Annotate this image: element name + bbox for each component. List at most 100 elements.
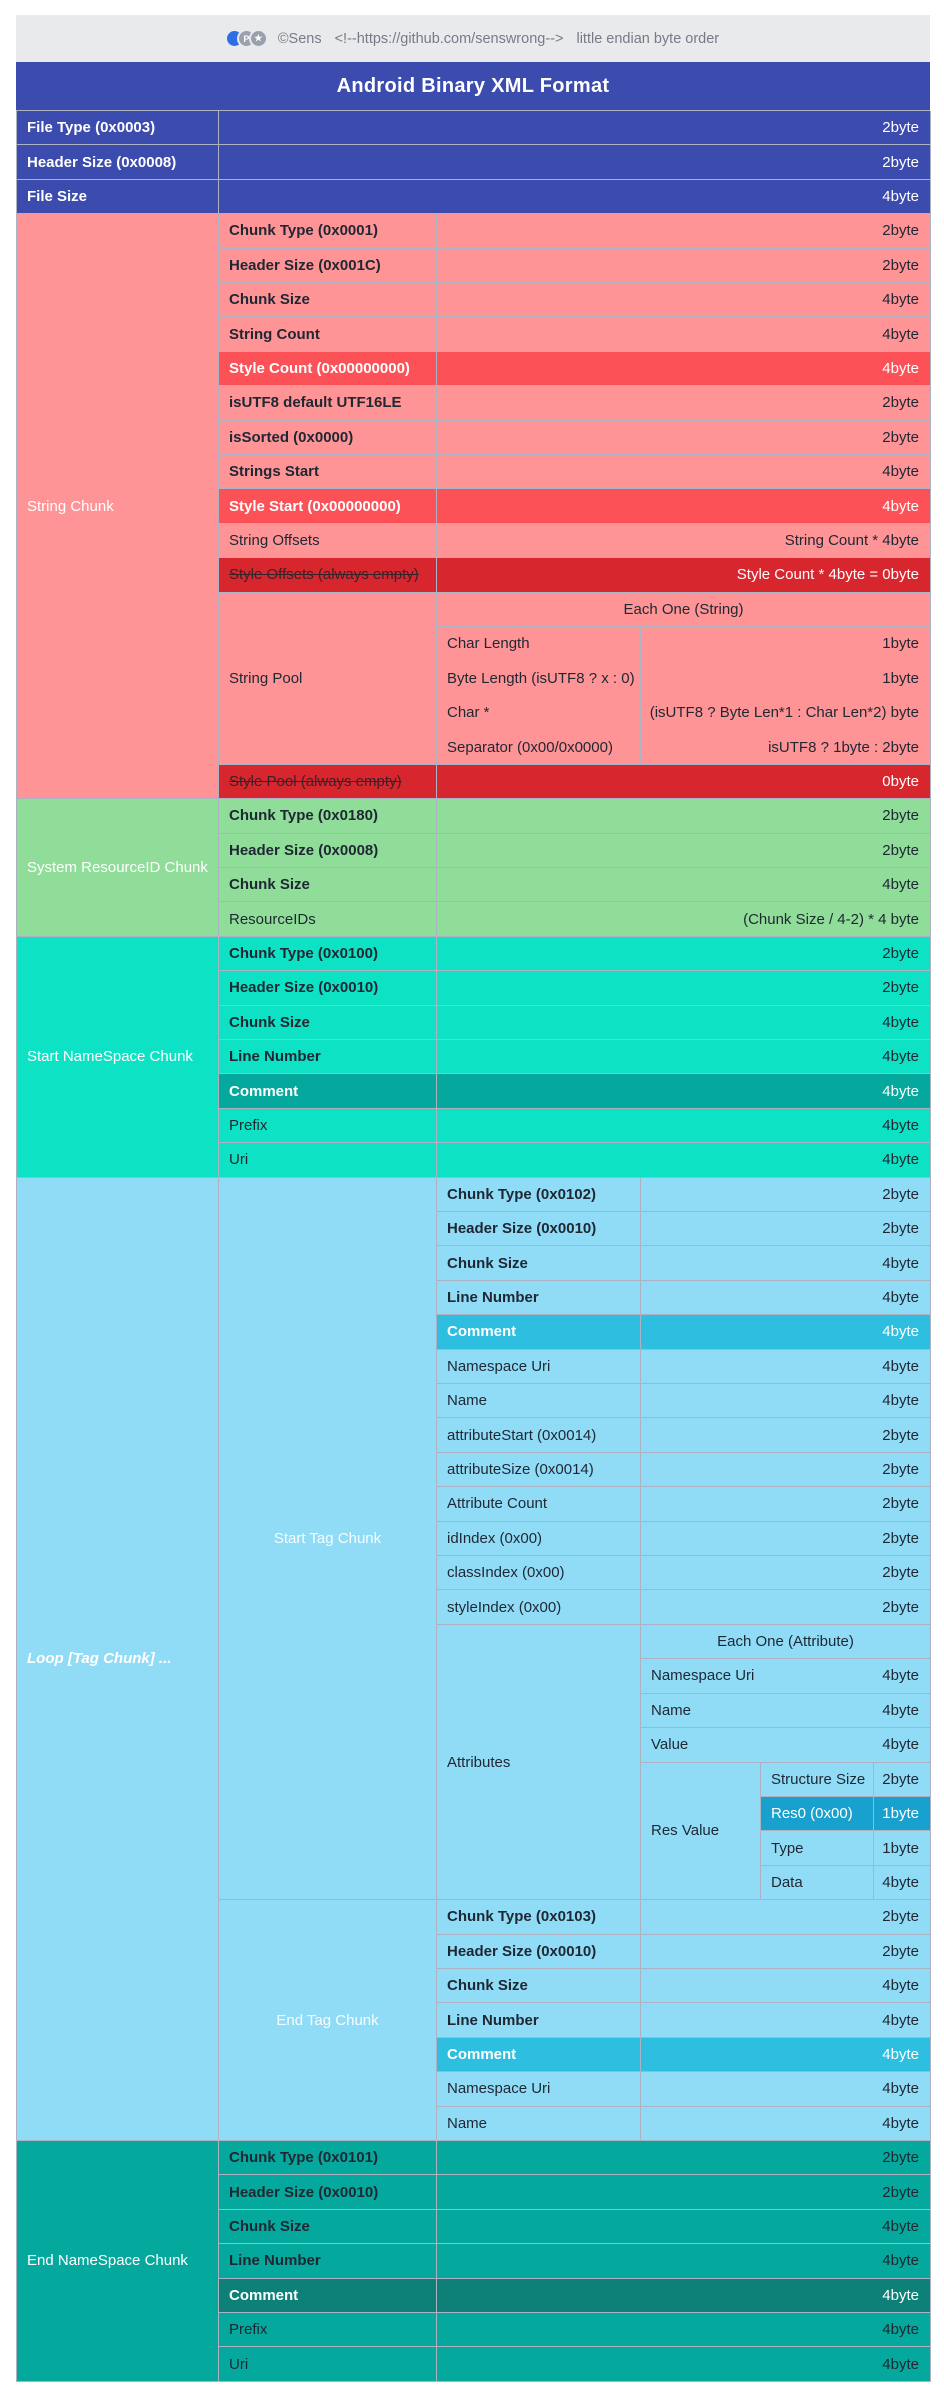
field-size: 4byte	[437, 867, 931, 903]
field-size: 1byte	[641, 627, 931, 662]
field-size: 4byte	[641, 1384, 931, 1419]
field-label: isSorted (0x0000)	[219, 420, 437, 456]
field-size: 2byte	[437, 833, 931, 868]
field-size: 4byte	[437, 2244, 931, 2279]
field-size: 4byte	[437, 1074, 931, 1109]
field-size: 4byte	[437, 455, 931, 490]
field-label: Header Size (0x0010)	[219, 971, 437, 1006]
field-size: 4byte	[641, 1315, 931, 1350]
field-label: Prefix	[219, 1108, 437, 1144]
field-label: Comment	[219, 1074, 437, 1109]
field-label: Separator (0x00/0x0000)	[437, 730, 641, 765]
field-size: Style Count * 4byte = 0byte	[437, 558, 931, 593]
field-size: 2byte	[219, 111, 931, 146]
field-size: 2byte	[437, 214, 931, 249]
field-label: Line Number	[219, 1039, 437, 1075]
field-size: 4byte	[437, 1143, 931, 1178]
field-label: classIndex (0x00)	[437, 1556, 641, 1591]
blue-circle-icon	[226, 31, 242, 46]
field-label: Chunk Size	[437, 1246, 641, 1281]
field-size: 4byte	[219, 179, 931, 215]
field-size: 4byte	[437, 1005, 931, 1040]
field-label: String Offsets	[219, 523, 437, 559]
field-size: 2byte	[641, 1590, 931, 1625]
field-size: 4byte	[641, 2003, 931, 2038]
field-size: 4byte	[437, 2347, 931, 2382]
field-size: 2byte	[641, 1900, 931, 1935]
field-size: 2byte	[641, 1177, 931, 1212]
field-label: Header Size (0x0008)	[219, 833, 437, 868]
copyright-text: ©Sens	[277, 30, 322, 47]
field-label: styleIndex (0x00)	[437, 1590, 641, 1625]
field-label: Header Size (0x0008)	[17, 145, 219, 180]
field-label: Chunk Type (0x0101)	[219, 2140, 437, 2176]
field-label: Chunk Size	[219, 867, 437, 903]
field-size: 4byte	[882, 1667, 919, 1685]
field-label: Comment	[437, 2037, 641, 2073]
field-label: Style Pool (always empty)	[219, 764, 437, 800]
field-label: ResourceIDs	[219, 902, 437, 937]
section-label-string-chunk: String Chunk	[17, 214, 219, 800]
field-size: 2byte	[641, 1418, 931, 1453]
field-label: Header Size (0x0010)	[437, 1212, 641, 1247]
field-label: Uri	[219, 2347, 437, 2382]
page-title: Android Binary XML Format	[336, 74, 610, 97]
field-size: 2byte	[641, 1487, 931, 1522]
field-label: Header Size (0x0010)	[437, 1934, 641, 1969]
field-size: 1byte	[641, 661, 931, 696]
section-label-start-namespace-chunk: Start NameSpace Chunk	[17, 936, 219, 1178]
field-size: 4byte	[641, 2106, 931, 2141]
field-size: 2byte	[437, 2140, 931, 2176]
field-size: 2byte	[641, 1556, 931, 1591]
field-label: isUTF8 default UTF16LE	[219, 386, 437, 421]
field-label: Chunk Size	[219, 2209, 437, 2245]
subchunk-label: Start Tag Chunk	[219, 1177, 437, 1901]
field-label: Strings Start	[219, 455, 437, 490]
field-label: attributeStart (0x0014)	[437, 1418, 641, 1453]
field-size: 4byte	[641, 2037, 931, 2073]
field-label: Chunk Type (0x0100)	[219, 936, 437, 972]
field-label: String Count	[219, 317, 437, 352]
field-size: 4byte	[874, 1865, 931, 1901]
field-label: Line Number	[219, 2244, 437, 2279]
field-label: Comment	[437, 1315, 641, 1350]
field-label: Style Count (0x00000000)	[219, 351, 437, 387]
field-label: Namespace Uri	[437, 1349, 641, 1385]
field-size: 2byte	[437, 799, 931, 834]
field-size: 2byte	[641, 1212, 931, 1247]
field-label: Value	[651, 1736, 689, 1754]
field-label: Prefix	[219, 2313, 437, 2348]
field-label: Chunk Type (0x0001)	[219, 214, 437, 249]
field-size: 4byte	[437, 2209, 931, 2245]
field-size: 1byte	[874, 1796, 931, 1832]
format-table: File Type (0x0003) 2byte Header Size (0x00…	[16, 110, 931, 2382]
group-header: Each One (Attribute)	[641, 1624, 931, 1660]
field-size: 1byte	[874, 1831, 931, 1866]
field-label: Name	[437, 1384, 641, 1419]
field-size: 4byte	[437, 283, 931, 318]
group-label: Res Value	[641, 1762, 761, 1901]
field-size: 4byte	[641, 1246, 931, 1281]
field-label: Chunk Type (0x0102)	[437, 1177, 641, 1212]
field-size: isUTF8 ? 1byte : 2byte	[641, 730, 931, 765]
field-size: 2byte	[437, 971, 931, 1006]
field-label: Namespace Uri	[651, 1667, 755, 1685]
meta-bar: P ★ ©Sens <!--https://github.com/senswro…	[16, 15, 930, 62]
field-label: Uri	[219, 1143, 437, 1178]
logo-icons: P ★	[226, 31, 266, 46]
group-label: String Pool	[219, 592, 437, 765]
field-size: 2byte	[874, 1762, 931, 1797]
field-label: Line Number	[437, 2003, 641, 2038]
field-size: 4byte	[437, 1039, 931, 1075]
source-comment: <!--https://github.com/senswrong-->	[334, 30, 564, 47]
field-size: 2byte	[641, 1934, 931, 1969]
field-label: Chunk Size	[219, 283, 437, 318]
field-label: Chunk Type (0x0180)	[219, 799, 437, 834]
star-badge-icon: ★	[250, 31, 266, 46]
field-label: Style Offsets (always empty)	[219, 558, 437, 593]
byte-order-note: little endian byte order	[576, 30, 720, 47]
field-label: Chunk Size	[437, 1968, 641, 2004]
field-size: 4byte	[437, 489, 931, 524]
field-size: 0byte	[437, 764, 931, 800]
field-size: 4byte	[437, 2278, 931, 2313]
